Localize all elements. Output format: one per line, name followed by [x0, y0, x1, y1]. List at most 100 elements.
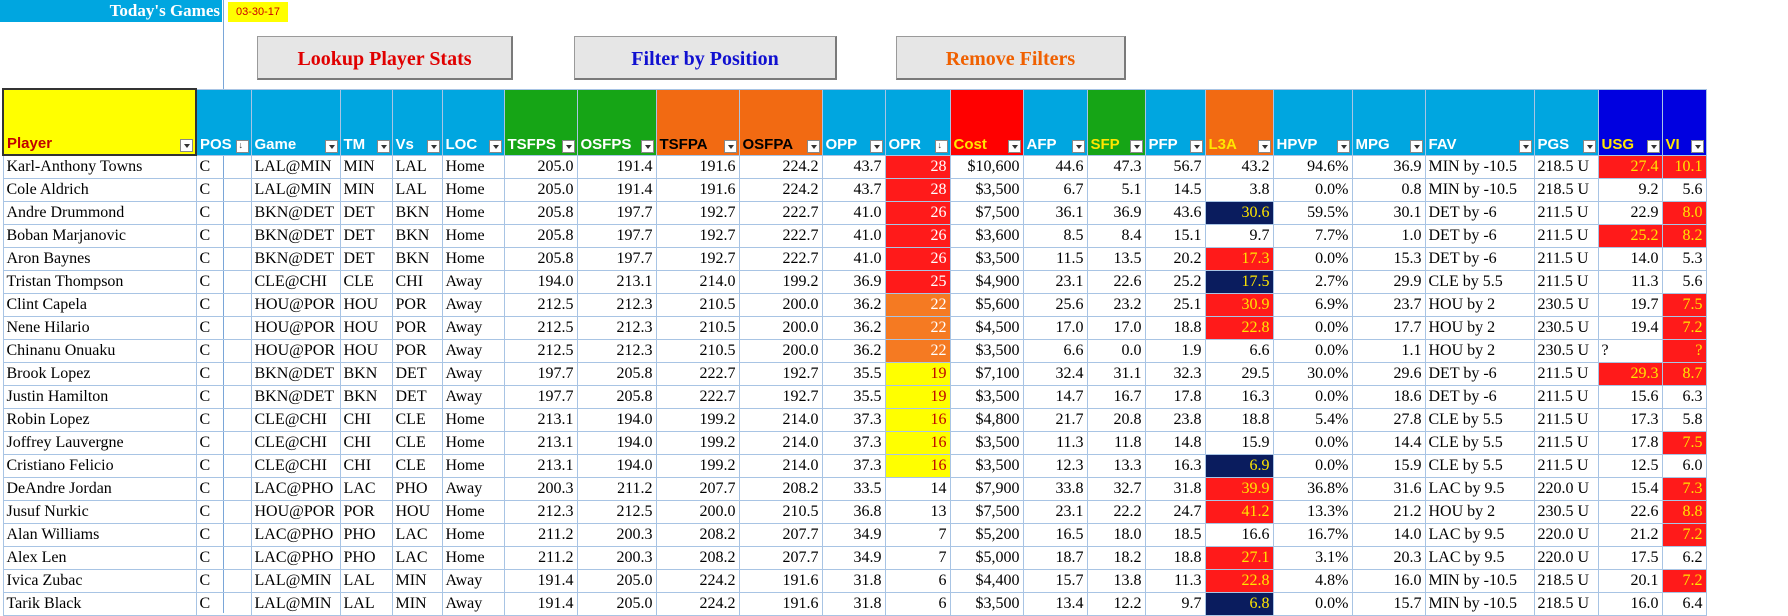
cell-vs[interactable]: POR [391, 316, 443, 340]
cell-tsfpa[interactable]: 222.7 [655, 362, 740, 386]
cell-hpvp[interactable]: 0.0% [1272, 431, 1353, 455]
cell-osfps[interactable]: 191.4 [576, 154, 657, 179]
cell-tsfpa[interactable]: 222.7 [655, 385, 740, 409]
cell-mpg[interactable]: 15.3 [1351, 247, 1426, 271]
cell-usg[interactable]: 17.3 [1597, 408, 1663, 432]
cell-afp[interactable]: 36.1 [1022, 201, 1088, 225]
cell-l3a[interactable]: 22.8 [1204, 316, 1274, 340]
cell-vs[interactable]: CLE [391, 431, 443, 455]
cell-osfpa[interactable]: 207.7 [738, 523, 823, 547]
cell-vi[interactable]: 8.7 [1661, 362, 1707, 386]
cell-usg[interactable]: 20.1 [1597, 569, 1663, 593]
cell-hpvp[interactable]: 3.1% [1272, 546, 1353, 570]
cell-player[interactable]: Joffrey Lauvergne [2, 431, 197, 455]
cell-l3a[interactable]: 27.1 [1204, 546, 1274, 570]
cell-usg[interactable]: 12.5 [1597, 454, 1663, 478]
cell-tm[interactable]: POR [339, 500, 393, 524]
cell-usg[interactable]: ? [1597, 339, 1663, 363]
filter-dropdown-icon[interactable] [1336, 139, 1350, 153]
cell-fav[interactable]: LAC by 9.5 [1424, 477, 1535, 501]
cell-pfp[interactable]: 14.5 [1144, 178, 1206, 202]
cell-pos[interactable]: C [195, 339, 252, 363]
cell-tm[interactable]: LAL [339, 569, 393, 593]
cell-usg[interactable]: 14.0 [1597, 247, 1663, 271]
cell-tm[interactable]: CHI [339, 408, 393, 432]
cell-opr[interactable]: 19 [884, 385, 951, 409]
cell-usg[interactable]: 15.6 [1597, 385, 1663, 409]
cell-game[interactable]: CLE@CHI [250, 270, 341, 294]
cell-opp[interactable]: 34.9 [821, 546, 886, 570]
cell-mpg[interactable]: 23.7 [1351, 293, 1426, 317]
cell-player[interactable]: Nene Hilario [2, 316, 197, 340]
cell-opp[interactable]: 43.7 [821, 178, 886, 202]
filter-dropdown-icon[interactable] [1518, 139, 1532, 153]
cell-tsfps[interactable]: 205.8 [503, 247, 578, 271]
cell-l3a[interactable]: 6.6 [1204, 339, 1274, 363]
cell-opr[interactable]: 22 [884, 339, 951, 363]
cell-afp[interactable]: 32.4 [1022, 362, 1088, 386]
cell-pgs[interactable]: 211.5 U [1533, 224, 1599, 248]
cell-vs[interactable]: POR [391, 339, 443, 363]
cell-fav[interactable]: MIN by -10.5 [1424, 154, 1535, 179]
cell-vs[interactable]: CHI [391, 270, 443, 294]
cell-mpg[interactable]: 27.8 [1351, 408, 1426, 432]
cell-osfps[interactable]: 191.4 [576, 178, 657, 202]
cell-osfps[interactable]: 194.0 [576, 431, 657, 455]
cell-pgs[interactable]: 230.5 U [1533, 293, 1599, 317]
cell-loc[interactable]: Home [441, 247, 505, 271]
cell-cost[interactable]: $4,400 [949, 569, 1024, 593]
cell-osfps[interactable]: 205.8 [576, 385, 657, 409]
cell-vs[interactable]: DET [391, 362, 443, 386]
cell-vs[interactable]: LAC [391, 523, 443, 547]
cell-game[interactable]: LAC@PHO [250, 477, 341, 501]
cell-tsfps[interactable]: 205.8 [503, 224, 578, 248]
cell-game[interactable]: HOU@POR [250, 339, 341, 363]
cell-pfp[interactable]: 25.1 [1144, 293, 1206, 317]
cell-osfpa[interactable]: 200.0 [738, 293, 823, 317]
cell-sfp[interactable]: 8.4 [1086, 224, 1146, 248]
cell-vs[interactable]: MIN [391, 569, 443, 593]
cell-vs[interactable]: CLE [391, 454, 443, 478]
cell-loc[interactable]: Home [441, 224, 505, 248]
cell-mpg[interactable]: 14.0 [1351, 523, 1426, 547]
cell-hpvp[interactable]: 13.3% [1272, 500, 1353, 524]
cell-tsfps[interactable]: 211.2 [503, 546, 578, 570]
cell-loc[interactable]: Away [441, 270, 505, 294]
cell-player[interactable]: Cristiano Felicio [2, 454, 197, 478]
cell-fav[interactable]: LAC by 9.5 [1424, 523, 1535, 547]
cell-opp[interactable]: 36.8 [821, 500, 886, 524]
cell-game[interactable]: LAC@PHO [250, 546, 341, 570]
cell-game[interactable]: HOU@POR [250, 316, 341, 340]
cell-game[interactable]: LAL@MIN [250, 154, 341, 179]
cell-tsfpa[interactable]: 210.5 [655, 293, 740, 317]
cell-pos[interactable]: C [195, 569, 252, 593]
cell-afp[interactable]: 11.3 [1022, 431, 1088, 455]
filter-dropdown-icon[interactable] [324, 139, 338, 153]
cell-loc[interactable]: Home [441, 431, 505, 455]
cell-loc[interactable]: Home [441, 546, 505, 570]
cell-afp[interactable]: 23.1 [1022, 270, 1088, 294]
cell-hpvp[interactable]: 4.8% [1272, 569, 1353, 593]
cell-sfp[interactable]: 22.6 [1086, 270, 1146, 294]
cell-tsfpa[interactable]: 191.6 [655, 154, 740, 179]
cell-afp[interactable]: 15.7 [1022, 569, 1088, 593]
cell-tsfpa[interactable]: 192.7 [655, 201, 740, 225]
cell-opr[interactable]: 16 [884, 431, 951, 455]
cell-vi[interactable]: 6.0 [1661, 454, 1707, 478]
cell-pfp[interactable]: 11.3 [1144, 569, 1206, 593]
cell-fav[interactable]: MIN by -10.5 [1424, 569, 1535, 593]
cell-osfpa[interactable]: 224.2 [738, 154, 823, 179]
cell-hpvp[interactable]: 0.0% [1272, 339, 1353, 363]
cell-l3a[interactable]: 22.8 [1204, 569, 1274, 593]
cell-vs[interactable]: BKN [391, 201, 443, 225]
cell-cost[interactable]: $10,600 [949, 154, 1024, 179]
cell-tsfpa[interactable]: 199.2 [655, 454, 740, 478]
cell-tsfps[interactable]: 194.0 [503, 270, 578, 294]
cell-usg[interactable]: 22.6 [1597, 500, 1663, 524]
cell-pos[interactable]: C [195, 224, 252, 248]
cell-loc[interactable]: Home [441, 523, 505, 547]
cell-opp[interactable]: 31.8 [821, 592, 886, 616]
filter-dropdown-icon[interactable] [1129, 139, 1143, 153]
cell-osfps[interactable]: 212.3 [576, 316, 657, 340]
cell-tsfps[interactable]: 213.1 [503, 431, 578, 455]
